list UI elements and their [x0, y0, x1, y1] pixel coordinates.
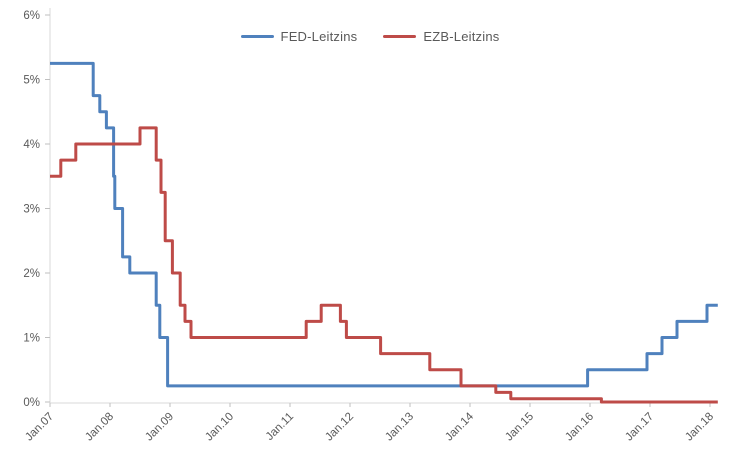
ezb-series-line	[50, 126, 718, 404]
x-tick-label: Jan.13	[383, 411, 416, 444]
x-tick-label: Jan.10	[203, 411, 236, 444]
y-tick-label: 6%	[23, 10, 40, 22]
x-tick-label: Jan.07	[23, 411, 56, 444]
x-tick-label: Jan.09	[143, 411, 176, 444]
x-tick-label: Jan.12	[323, 411, 356, 444]
x-tick-label: Jan.15	[503, 411, 536, 444]
x-tick-label: Jan.17	[623, 411, 656, 444]
y-tick-label: 0%	[23, 397, 40, 409]
y-tick-label: 5%	[23, 75, 40, 87]
x-tick-label: Jan.18	[683, 411, 716, 444]
fed-series-line	[50, 61, 718, 388]
y-tick-label: 2%	[23, 268, 40, 280]
x-tick-label: Jan.16	[563, 411, 596, 444]
x-tick-label: Jan.14	[443, 410, 476, 443]
x-tick-label: Jan.08	[83, 411, 116, 444]
y-tick-label: 4%	[23, 139, 40, 151]
x-tick-label: Jan.11	[264, 411, 296, 443]
y-tick-label: 1%	[23, 333, 40, 345]
y-tick-label: 3%	[23, 204, 40, 216]
